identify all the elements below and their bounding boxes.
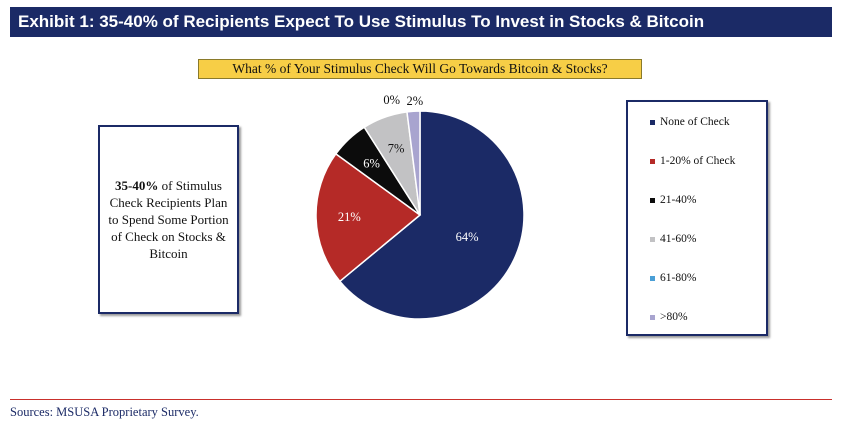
legend-label: >80% [660, 311, 688, 323]
legend-item-2: 21-40% [650, 194, 696, 206]
legend-swatch [650, 275, 655, 281]
pie-slice-5 [406, 110, 421, 216]
legend-swatch [650, 119, 655, 125]
callout-text: 35-40% of Stimulus Check Recipients Plan… [106, 177, 231, 262]
legend-label: 21-40% [660, 194, 697, 206]
slice-label-5: 2% [407, 94, 424, 108]
legend: None of Check 1-20% of Check 21-40% 41-60% 6… [626, 100, 768, 336]
legend-swatch [650, 197, 655, 203]
pie-slice-1 [315, 152, 422, 283]
pie-chart: 64% 21% 6% 7% 0% 2% [315, 93, 525, 320]
callout-body: of Stimulus Check Recipients Plan to Spe… [108, 178, 229, 261]
slice-label-4: 0% [383, 93, 400, 107]
footer-divider [10, 399, 832, 400]
legend-swatch [650, 158, 655, 164]
legend-label: 41-60% [660, 233, 697, 245]
legend-item-1: 1-20% of Check [650, 155, 735, 167]
callout-highlight: 35-40% [115, 178, 159, 193]
chart-title: What % of Your Stimulus Check Will Go To… [198, 59, 642, 79]
slice-label-1: 21% [338, 210, 361, 224]
slice-label-2: 6% [363, 156, 380, 170]
legend-label: None of Check [660, 116, 730, 128]
legend-label: 1-20% of Check [660, 155, 736, 167]
slice-label-3: 7% [388, 141, 405, 155]
legend-swatch [650, 236, 655, 242]
page-title: Exhibit 1: 35-40% of Recipients Expect T… [10, 7, 832, 37]
pie-slice-0 [338, 110, 525, 320]
slice-label-0: 64% [456, 230, 479, 244]
legend-label: 61-80% [660, 272, 697, 284]
source-note: Sources: MSUSA Proprietary Survey. [10, 405, 199, 419]
legend-item-3: 41-60% [650, 233, 696, 245]
legend-item-5: >80% [650, 311, 688, 323]
legend-item-0: None of Check [650, 116, 730, 128]
legend-item-4: 61-80% [650, 272, 696, 284]
callout-box: 35-40% of Stimulus Check Recipients Plan… [98, 125, 239, 314]
legend-swatch [650, 314, 655, 320]
